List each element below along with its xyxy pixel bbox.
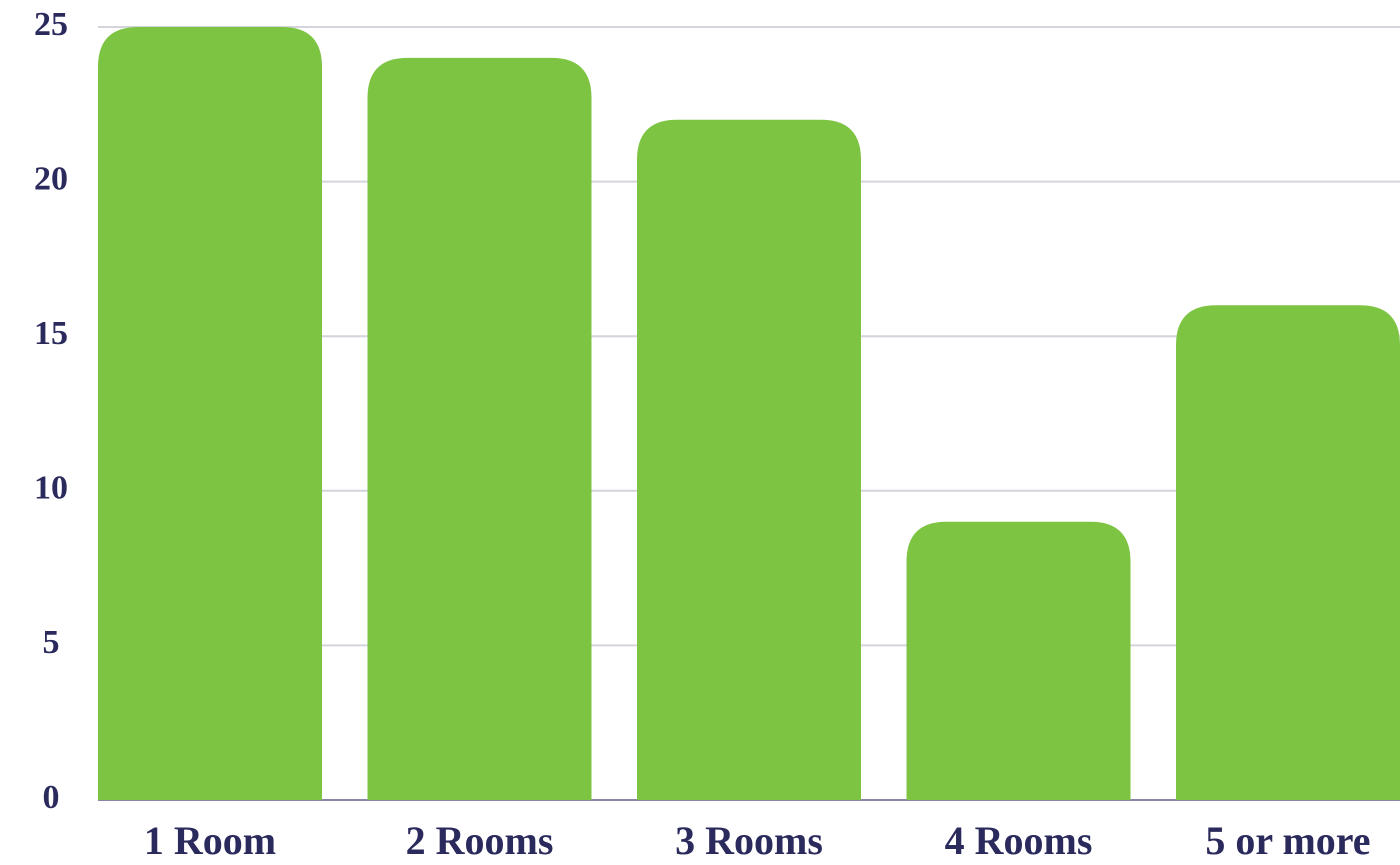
bar (637, 119, 861, 800)
x-tick-label: 1 Room (144, 818, 276, 863)
x-tick-label: 5 or more (1205, 818, 1370, 863)
y-tick-label: 10 (34, 470, 68, 507)
bar (367, 57, 592, 801)
y-tick-label: 20 (34, 160, 68, 197)
bar (98, 27, 322, 800)
x-tick-label: 3 Rooms (675, 818, 823, 863)
x-tick-label: 4 Rooms (945, 818, 1093, 863)
x-tick-label: 2 Rooms (406, 818, 554, 863)
y-tick-label: 5 (43, 624, 60, 661)
y-tick-label: 0 (43, 779, 60, 816)
bar (1176, 305, 1400, 800)
y-tick-label: 25 (34, 6, 68, 43)
bar (906, 521, 1131, 800)
y-tick-label: 15 (34, 315, 68, 352)
